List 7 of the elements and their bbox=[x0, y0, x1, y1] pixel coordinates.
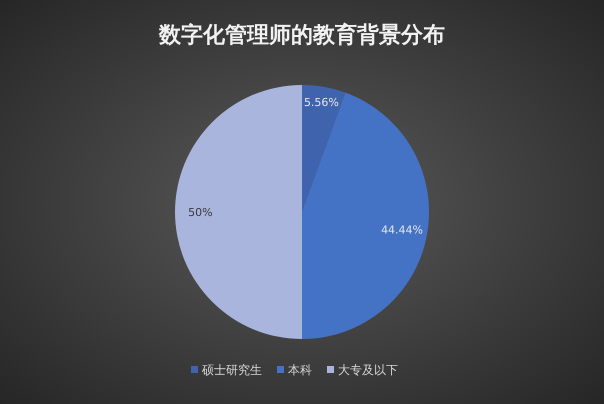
data-label: 5.56% bbox=[304, 96, 339, 109]
legend-label: 硕士研究生 bbox=[201, 363, 262, 377]
legend-label: 大专及以下 bbox=[338, 363, 398, 377]
legend-label: 本科 bbox=[288, 363, 312, 377]
data-label: 50% bbox=[188, 206, 213, 219]
data-label: 44.44% bbox=[381, 224, 424, 237]
chart-title: 数字化管理师的教育背景分布 bbox=[158, 22, 445, 48]
